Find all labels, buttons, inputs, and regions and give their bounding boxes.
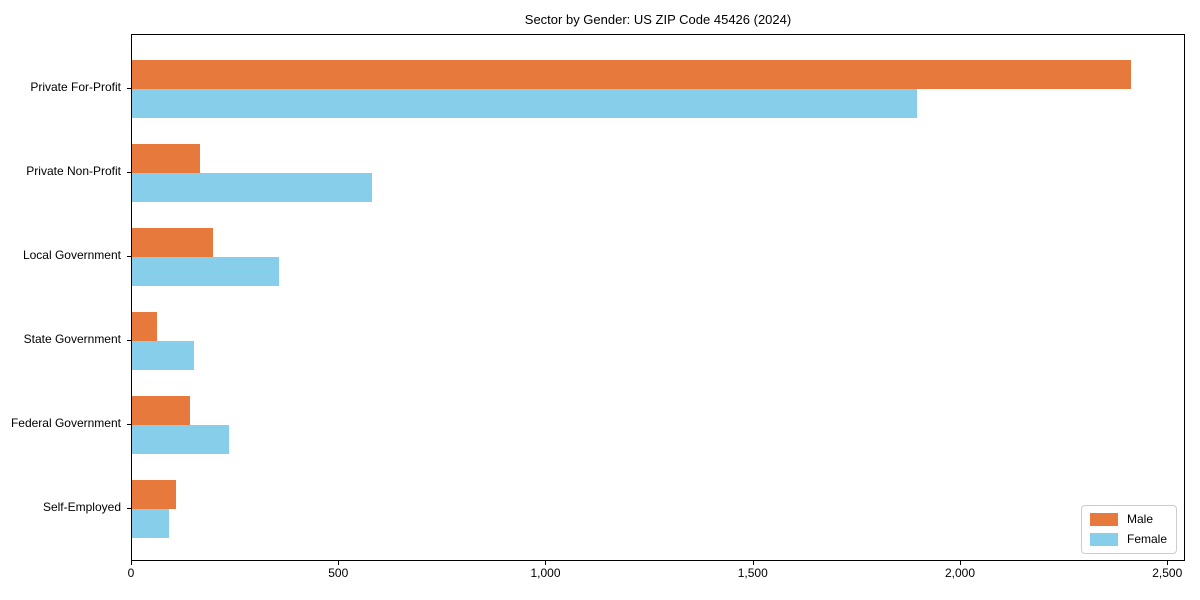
legend-swatch-male (1089, 513, 1118, 526)
bar-group-self-employed (132, 479, 1184, 538)
bar-group-federal-government (132, 395, 1184, 454)
xtick-label-1000: 1,000 (530, 566, 561, 580)
ytick-mark (127, 507, 131, 509)
ytick-label-state-government: State Government (23, 331, 121, 346)
legend: Male Female (1080, 505, 1177, 554)
bar-male-state-government (132, 311, 157, 341)
bar-female-self-employed (132, 508, 170, 538)
chart-title: Sector by Gender: US ZIP Code 45426 (202… (524, 12, 792, 27)
bar-female-private-for-profit (132, 88, 918, 118)
plot-area: Male Female (131, 34, 1185, 561)
legend-label-female: Female (1126, 532, 1167, 546)
ytick-label-private-non-profit: Private Non-Profit (26, 163, 121, 178)
xtick-mark (131, 561, 132, 565)
ytick-label-local-government: Local Government (22, 247, 121, 262)
ytick-label-self-employed: Self-Employed (42, 499, 121, 514)
xtick-mark (959, 561, 961, 565)
ytick-mark (127, 423, 131, 425)
bar-male-federal-government (132, 395, 191, 425)
ytick-label-private-for-profit: Private For-Profit (30, 79, 121, 94)
bar-male-local-government (132, 227, 213, 257)
ytick-label-federal-government: Federal Government (10, 415, 121, 430)
xtick-mark (545, 561, 547, 565)
bar-male-private-for-profit (132, 59, 1131, 89)
xtick-mark (752, 561, 754, 565)
ytick-mark (127, 339, 131, 341)
xtick-label-1500: 1,500 (737, 566, 768, 580)
ytick-mark (127, 171, 131, 173)
bar-female-private-non-profit (132, 172, 373, 202)
legend-entry-male: Male (1089, 512, 1167, 526)
bar-group-state-government (132, 311, 1184, 370)
bar-female-state-government (132, 340, 195, 370)
ytick-mark (127, 87, 131, 89)
legend-swatch-female (1089, 533, 1118, 546)
bar-group-private-for-profit (132, 59, 1184, 118)
xtick-label-0: 0 (127, 566, 135, 580)
xtick-label-2000: 2,000 (944, 566, 975, 580)
bar-female-local-government (132, 256, 280, 286)
legend-label-male: Male (1126, 512, 1153, 526)
xtick-mark (338, 561, 340, 565)
ytick-mark (127, 255, 131, 257)
bar-group-local-government (132, 227, 1184, 286)
bar-male-self-employed (132, 479, 176, 509)
xtick-label-500: 500 (328, 566, 349, 580)
bar-group-private-non-profit (132, 143, 1184, 202)
xtick-mark (1167, 561, 1169, 565)
bar-female-federal-government (132, 424, 230, 454)
legend-entry-female: Female (1089, 532, 1167, 546)
bar-male-private-non-profit (132, 143, 201, 173)
xtick-label-2500: 2,500 (1152, 566, 1183, 580)
